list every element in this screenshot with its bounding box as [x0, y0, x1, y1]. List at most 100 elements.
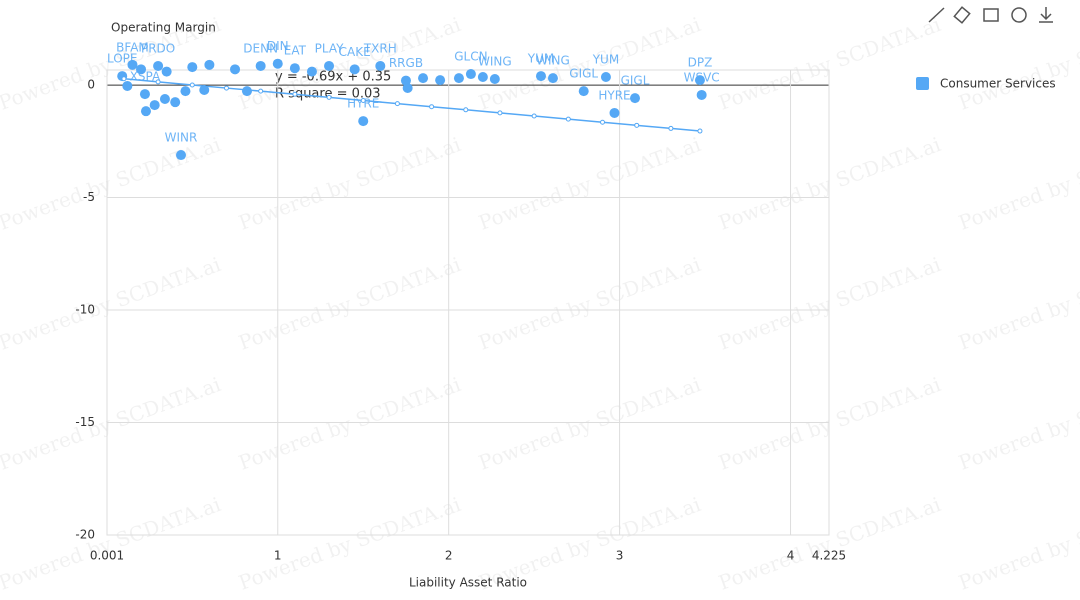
point [547, 73, 558, 84]
y-tick-label: -10 [75, 303, 95, 317]
point-label: DPZ [688, 56, 713, 70]
trend-equation: y = -0.69x + 0.35 [275, 70, 391, 85]
point-label: BFAM [116, 40, 149, 54]
x-tick-label: 3 [616, 549, 624, 563]
x-tick-label: 1 [274, 549, 282, 563]
point-label: WING [536, 54, 570, 68]
point [453, 73, 464, 84]
point [139, 89, 150, 100]
x-tick-label: 0.001 [90, 549, 124, 563]
point [187, 62, 198, 73]
point [180, 86, 191, 97]
watermark: Powered by SCDATA.ai [715, 132, 943, 235]
trend-point [292, 91, 298, 97]
point [230, 64, 241, 75]
trend-r-square: R square = 0.03 [275, 87, 381, 102]
point-label: DIN [267, 39, 289, 53]
point-label: GLCN [454, 50, 487, 64]
point [204, 59, 215, 70]
point [477, 71, 488, 82]
tool-line[interactable] [928, 7, 945, 23]
point-label: PLAY [315, 41, 344, 55]
point [400, 75, 411, 86]
watermark: Powered by SCDATA.ai [0, 252, 224, 355]
trend-point [600, 119, 606, 125]
point-label: YUM [592, 52, 619, 66]
point-label: TXRH [363, 41, 397, 55]
watermark: Powered by SCDATA.ai [0, 372, 224, 475]
trend-point [565, 116, 571, 122]
point [255, 60, 266, 71]
trend-point [634, 122, 640, 128]
watermark: Powered by SCDATA.ai [235, 372, 463, 475]
watermark: Powered by SCDATA.ai [955, 132, 1080, 235]
point-label: HYRE [598, 88, 630, 102]
point [600, 71, 611, 82]
trend-point [223, 85, 229, 91]
legend-label: Consumer Services [940, 77, 1056, 91]
x-axis-title: Liability Asset Ratio [409, 576, 527, 590]
point [629, 93, 640, 104]
x-tick-label: 2 [445, 549, 453, 563]
point [358, 116, 369, 127]
point [535, 71, 546, 82]
tool-refresh[interactable] [1011, 7, 1027, 23]
x-tick-label: 4.225 [812, 549, 846, 563]
tool-table[interactable] [983, 8, 999, 22]
point-label: DENN [243, 41, 278, 55]
point [272, 58, 283, 69]
trend-line [123, 78, 701, 132]
trend-point [531, 113, 537, 119]
trend-point [463, 107, 469, 113]
point [435, 75, 446, 86]
y-tick-label: -15 [75, 415, 95, 429]
point [122, 80, 133, 91]
y-tick-label: 0 [87, 78, 95, 92]
watermark: Powered by SCDATA.ai [715, 12, 943, 115]
watermark: Powered by SCDATA.ai [955, 372, 1080, 475]
point [149, 100, 160, 111]
watermark: Powered by SCDATA.ai [0, 492, 224, 595]
point [159, 94, 170, 105]
trend-point [155, 79, 161, 85]
point [696, 89, 707, 100]
point [140, 106, 151, 117]
point-label: WING [478, 54, 512, 68]
trend-point [697, 128, 703, 134]
trend-point [497, 110, 503, 116]
y-tick-label: -5 [83, 190, 95, 204]
point [578, 86, 589, 97]
watermark: Powered by SCDATA.ai [715, 492, 943, 595]
watermark: Powered by SCDATA.ai [715, 252, 943, 355]
point [170, 97, 181, 108]
legend-swatch [916, 77, 929, 90]
tool-download[interactable] [1039, 7, 1053, 23]
point [306, 66, 317, 77]
watermark: Powered by SCDATA.ai [955, 492, 1080, 595]
point [694, 75, 705, 86]
watermark: Powered by SCDATA.ai [0, 132, 224, 235]
y-tick-label: -20 [75, 528, 95, 542]
point [161, 66, 172, 77]
toolbar [928, 6, 1053, 24]
trend-point [394, 101, 400, 107]
point-label: WINR [165, 131, 198, 145]
point-label: WSVC [684, 70, 720, 84]
point [609, 107, 620, 118]
point [241, 86, 252, 97]
watermark: Powered by SCDATA.ai [955, 252, 1080, 355]
trend-point [360, 97, 366, 103]
point [489, 73, 500, 84]
point [199, 85, 210, 96]
trend-point [326, 94, 332, 100]
trend-point [121, 76, 127, 82]
point-label: EAT [284, 44, 307, 58]
trend-point [429, 104, 435, 110]
y-axis-title: Operating Margin [111, 21, 216, 35]
watermark: Powered by SCDATA.ai [475, 252, 703, 355]
point [176, 150, 187, 161]
tool-tag[interactable] [953, 6, 971, 24]
point-label: PRDO [141, 41, 175, 55]
